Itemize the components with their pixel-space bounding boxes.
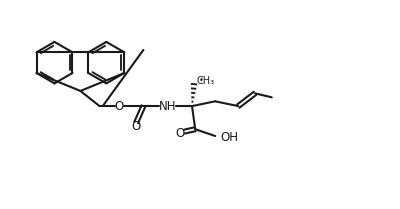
Text: CH₃: CH₃: [197, 76, 215, 86]
Text: •: •: [198, 76, 203, 85]
Text: OH: OH: [220, 131, 238, 144]
Text: O: O: [115, 100, 124, 113]
Text: O: O: [132, 120, 141, 133]
Text: NH: NH: [158, 100, 176, 113]
Text: O: O: [176, 127, 185, 140]
